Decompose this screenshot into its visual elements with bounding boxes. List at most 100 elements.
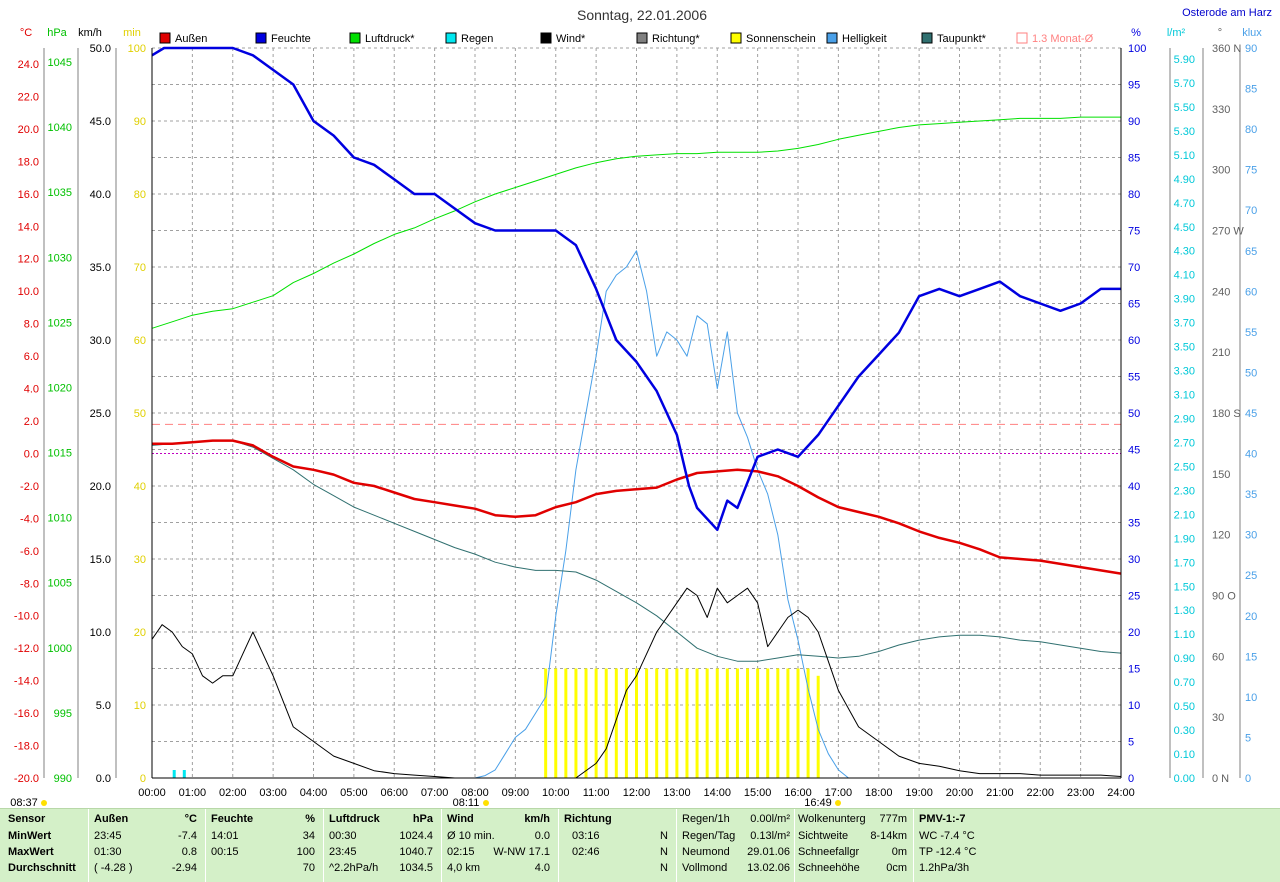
sunshine-bar bbox=[816, 675, 820, 778]
tick-dir: 210 bbox=[1212, 347, 1230, 359]
table-cell: -7.4 bbox=[178, 830, 197, 842]
tick-rain: 2.70 bbox=[1174, 437, 1195, 449]
sunshine-bar bbox=[665, 668, 669, 778]
tick-rain: 0.90 bbox=[1174, 653, 1195, 665]
sun-events: 08:37 08:11 16:49 bbox=[10, 797, 841, 808]
tick-rain: 5.50 bbox=[1174, 102, 1195, 114]
tick-temp: -20.0 bbox=[14, 773, 39, 785]
tick-wind: 45.0 bbox=[90, 116, 111, 128]
table-cell: 0.8 bbox=[181, 846, 197, 858]
x-tick-label: 07:00 bbox=[421, 787, 449, 799]
tick-rain: 5.70 bbox=[1174, 78, 1195, 90]
tick-lux: 75 bbox=[1245, 165, 1257, 177]
axis-unit-rain: l/m² bbox=[1167, 27, 1186, 39]
tick-dir: 60 bbox=[1212, 651, 1224, 663]
tick-lux: 90 bbox=[1245, 43, 1257, 55]
table-cell: ^2.2hPa/h bbox=[329, 862, 379, 874]
table-col-wolken: Wolkenunterg 777m Sichtweite 8-14km Schneefa… bbox=[794, 809, 914, 882]
tick-wind: 50.0 bbox=[90, 43, 111, 55]
x-tick-label: 21:00 bbox=[986, 787, 1014, 799]
axes: 24.0 22.0 20.0 18.0 16.0 14.0 12.0 10.0 8.0 6.0 4.… bbox=[14, 43, 1257, 785]
tick-hum: 20 bbox=[1128, 627, 1140, 639]
tick-sun: 50 bbox=[134, 408, 146, 420]
series-line-auen bbox=[152, 439, 1122, 575]
tick-hum: 60 bbox=[1128, 335, 1140, 347]
x-tick-label: 08:00 bbox=[461, 787, 489, 799]
table-cell: Wolkenunterg bbox=[798, 813, 866, 825]
tick-hum: 50 bbox=[1128, 408, 1140, 420]
tick-sun: 90 bbox=[134, 116, 146, 128]
weather-chart: Sonntag, 22.01.2006 Osterode am Harz Auß… bbox=[10, 7, 1272, 808]
sunshine-bar bbox=[786, 668, 790, 778]
sunshine-bars bbox=[544, 668, 820, 778]
tick-lux: 40 bbox=[1245, 449, 1257, 461]
tick-rain: 0.50 bbox=[1174, 701, 1195, 713]
table-cell: 01:30 bbox=[94, 846, 122, 858]
tick-dir: 0 N bbox=[1212, 773, 1229, 785]
sunshine-bar bbox=[806, 668, 810, 778]
table-cell: 00:30 bbox=[329, 830, 357, 842]
tick-wind: 35.0 bbox=[90, 262, 111, 274]
table-cell: Durchschnitt bbox=[8, 862, 76, 874]
axis-unit-lux: klux bbox=[1242, 27, 1262, 39]
legend-swatch bbox=[540, 32, 552, 44]
tick-temp: 0.0 bbox=[24, 448, 39, 460]
tick-dir: 330 bbox=[1212, 104, 1230, 116]
axis-unit-hum: % bbox=[1131, 27, 1141, 39]
tick-rain: 1.10 bbox=[1174, 629, 1195, 641]
tick-lux: 50 bbox=[1245, 367, 1257, 379]
table-cell: Regen/1h bbox=[682, 813, 730, 825]
tick-dir: 150 bbox=[1212, 469, 1230, 481]
tick-wind: 5.0 bbox=[96, 700, 111, 712]
tick-hum: 10 bbox=[1128, 700, 1140, 712]
table-col-feuchte: Feuchte% 14:01 34 00:15 100 70 bbox=[205, 809, 324, 882]
table-cell: PMV-1:-7 bbox=[919, 813, 966, 825]
tick-rain: 5.10 bbox=[1174, 150, 1195, 162]
table-col-aussen: Außen °C 23:45 -7.4 01:30 0.8 ( -4.28 ) -2.94 bbox=[88, 809, 206, 882]
tick-sun: 60 bbox=[134, 335, 146, 347]
tick-dir: 240 bbox=[1212, 286, 1230, 298]
x-tick-label: 03:00 bbox=[259, 787, 287, 799]
x-tick-label: 18:00 bbox=[865, 787, 893, 799]
table-cell: 23:45 bbox=[329, 846, 357, 858]
tick-hum: 5 bbox=[1128, 737, 1134, 749]
tick-temp: -18.0 bbox=[14, 741, 39, 753]
event-marker bbox=[835, 800, 841, 806]
tick-press: 1025 bbox=[48, 317, 72, 329]
tick-hum: 30 bbox=[1128, 554, 1140, 566]
series-line-helligkeit bbox=[152, 250, 1121, 779]
sunshine-bar bbox=[725, 668, 729, 778]
table-cell: TP -12.4 °C bbox=[919, 846, 977, 858]
x-tick-label: 12:00 bbox=[623, 787, 651, 799]
table-col-richtung: Richtung 03:16 N 02:46 N N bbox=[558, 809, 677, 882]
table-cell: Feuchte bbox=[211, 813, 254, 825]
table-cell: 29.01.06 bbox=[747, 846, 790, 858]
sunshine-bar bbox=[614, 668, 618, 778]
legend-label: Regen bbox=[461, 33, 493, 45]
event-marker bbox=[483, 800, 489, 806]
sunshine-bar bbox=[655, 668, 659, 778]
tick-sun: 40 bbox=[134, 481, 146, 493]
tick-rain: 0.30 bbox=[1174, 725, 1195, 737]
table-cell: 0.00l/m² bbox=[750, 813, 790, 825]
tick-hum: 100 bbox=[1128, 43, 1146, 55]
tick-hum: 25 bbox=[1128, 591, 1140, 603]
x-tick-label: 22:00 bbox=[1026, 787, 1054, 799]
tick-temp: -14.0 bbox=[14, 676, 39, 688]
tick-rain: 0.00 bbox=[1174, 773, 1195, 785]
axis-unit-sun: min bbox=[123, 27, 141, 39]
tick-hum: 40 bbox=[1128, 481, 1140, 493]
tick-hum: 85 bbox=[1128, 153, 1140, 165]
table-cell: Regen/Tag bbox=[682, 830, 736, 842]
series-lines bbox=[151, 46, 1122, 779]
tick-hum: 80 bbox=[1128, 189, 1140, 201]
table-cell: 00:15 bbox=[211, 846, 239, 858]
tick-temp: -2.0 bbox=[20, 481, 39, 493]
table-cell: Außen bbox=[94, 813, 129, 825]
legend: Außen Feuchte Luftdruck* Regen Wind* Richtung… bbox=[159, 32, 1094, 45]
tick-rain: 2.50 bbox=[1174, 461, 1195, 473]
table-cell: N bbox=[660, 862, 668, 874]
tick-temp: -12.0 bbox=[14, 643, 39, 655]
tick-rain: 4.10 bbox=[1174, 270, 1195, 282]
x-tick-label: 02:00 bbox=[219, 787, 247, 799]
